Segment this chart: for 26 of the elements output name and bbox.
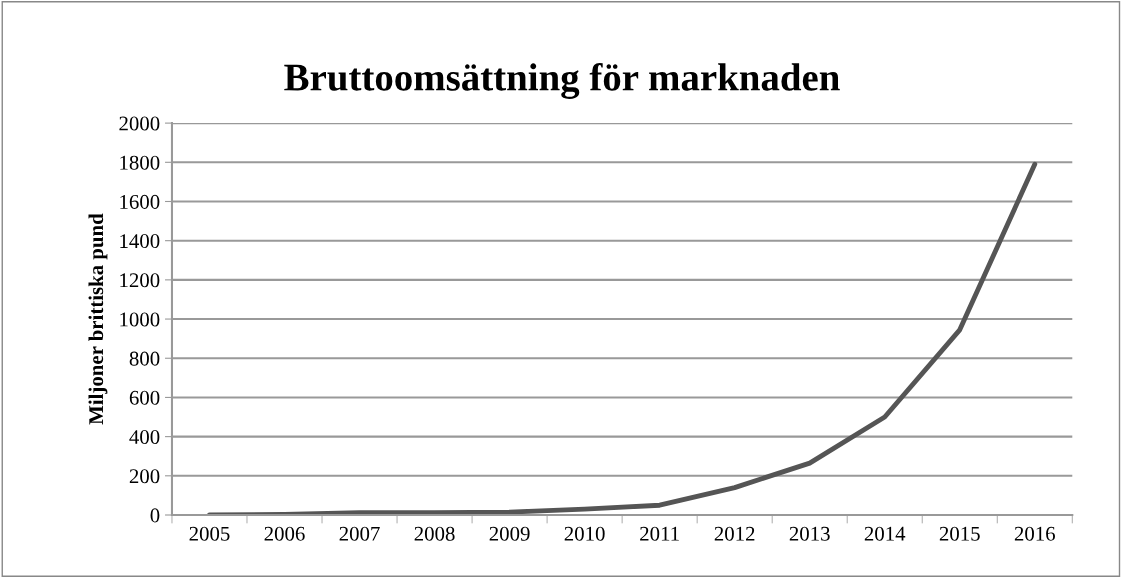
x-tick-label: 2012 [714, 526, 755, 541]
x-tick-label: 2005 [189, 526, 230, 541]
y-tick-label: 1000 [120, 312, 160, 327]
x-tick-label: 2014 [864, 526, 906, 541]
y-tick-label: 2000 [119, 116, 160, 131]
x-tick-label: 2007 [339, 526, 380, 541]
y-axis-title: Miljoner brittiska pund [88, 213, 108, 425]
x-tick-label: 2010 [564, 526, 605, 541]
x-tick-label: 2015 [939, 526, 980, 541]
x-tick-label: 2016 [1014, 526, 1055, 541]
x-tick-label: 2009 [489, 526, 530, 541]
x-tick-label: 2006 [264, 526, 305, 541]
y-tick-label: 400 [129, 430, 160, 445]
chart-title: Bruttoomsättning för marknaden [284, 62, 840, 99]
y-tick-label: 1600 [120, 194, 160, 209]
x-tick-label: 2008 [414, 526, 455, 541]
y-tick-label: 200 [129, 469, 160, 484]
y-tick-label: 1800 [120, 155, 160, 170]
y-tick-label: 1200 [120, 273, 160, 288]
x-tick-label: 2013 [789, 526, 830, 541]
x-tick-label: 2011 [640, 526, 679, 541]
y-tick-label: 800 [129, 351, 160, 366]
y-tick-label: 600 [129, 390, 160, 405]
y-tick-label: 1400 [120, 234, 160, 249]
y-tick-label: 0 [150, 508, 160, 523]
line-series [207, 161, 1038, 515]
